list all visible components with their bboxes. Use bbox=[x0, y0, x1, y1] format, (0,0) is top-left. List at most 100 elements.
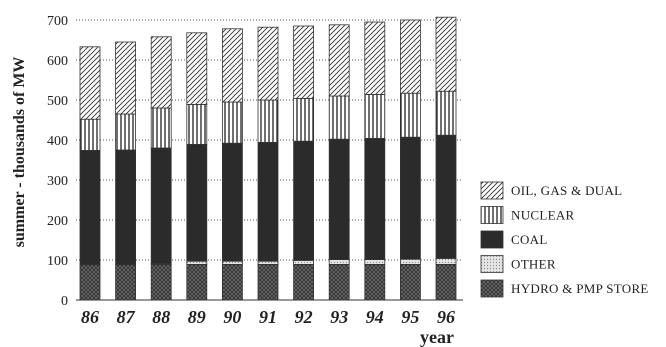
bar-stack bbox=[79, 46, 101, 301]
bar-segment-other bbox=[328, 259, 350, 265]
bar-segment-oil-gas-dual bbox=[293, 25, 315, 99]
x-tick-labels: 86 87 88 89 90 91 92 93 94 95 96 bbox=[81, 307, 455, 327]
y-tick-label: 0 bbox=[61, 294, 68, 309]
x-tick-label: 94 bbox=[366, 307, 384, 327]
legend-swatch bbox=[480, 181, 504, 200]
bar-segment-oil-gas-dual bbox=[435, 16, 457, 92]
y-tick-label: 200 bbox=[47, 214, 68, 229]
bar-segment-oil-gas-dual bbox=[221, 28, 243, 103]
bar-segment-nuclear bbox=[79, 118, 101, 151]
bar-segment-hydro-pmp-store bbox=[399, 263, 421, 301]
legend-swatch bbox=[480, 279, 504, 298]
bar-stack bbox=[399, 19, 421, 301]
legend-item-hydro-pmp-store: HYDRO & PMP STORE bbox=[480, 279, 649, 298]
bar-segment-oil-gas-dual bbox=[399, 19, 421, 94]
y-tick-label: 300 bbox=[47, 174, 68, 189]
bar-segment-nuclear bbox=[257, 99, 279, 143]
legend-label: NUCLEAR bbox=[511, 208, 575, 223]
x-tick-label: 87 bbox=[117, 307, 136, 327]
bar-segment-coal bbox=[399, 136, 421, 260]
legend-item-other: OTHER bbox=[480, 255, 556, 273]
bar-segment-oil-gas-dual bbox=[257, 26, 279, 101]
bar-segment-oil-gas-dual bbox=[364, 21, 386, 95]
bar-segment-other bbox=[399, 258, 421, 265]
x-tick-label: 90 bbox=[223, 307, 241, 327]
bar-segment-hydro-pmp-store bbox=[364, 263, 386, 301]
bar-segment-coal bbox=[257, 141, 279, 262]
bar-segment-coal bbox=[435, 134, 457, 259]
bar-segment-nuclear bbox=[115, 113, 136, 151]
bar-segment-other bbox=[257, 260, 279, 265]
bar-segment-oil-gas-dual bbox=[328, 24, 350, 97]
y-tick-label: 700 bbox=[47, 14, 68, 29]
bar-segment-oil-gas-dual bbox=[115, 41, 136, 115]
bar-stack bbox=[186, 32, 208, 301]
bar-segment-nuclear bbox=[221, 101, 243, 144]
bar-segment-nuclear bbox=[186, 104, 208, 145]
legend: OIL, GAS & DUAL NUCLEAR COAL OTHER HYDRO & P… bbox=[480, 181, 649, 298]
bar-segment-nuclear bbox=[150, 107, 172, 149]
bar-segment-oil-gas-dual bbox=[186, 32, 208, 105]
x-tick-label: 89 bbox=[188, 307, 206, 327]
x-tick-label: 95 bbox=[401, 307, 419, 327]
bars bbox=[79, 16, 457, 301]
bar-stack bbox=[115, 41, 136, 301]
bar-segment-coal bbox=[115, 149, 136, 266]
bar-segment-nuclear bbox=[328, 95, 350, 140]
bar-stack bbox=[221, 28, 243, 301]
bar-segment-nuclear bbox=[435, 90, 457, 136]
bar-segment-coal bbox=[186, 143, 208, 262]
bar-segment-other bbox=[186, 260, 208, 265]
y-tick-label: 100 bbox=[47, 254, 68, 269]
bar-stack bbox=[293, 25, 315, 301]
bar-segment-hydro-pmp-store bbox=[257, 263, 279, 301]
bar-segment-other bbox=[435, 257, 457, 265]
bar-stack bbox=[364, 21, 386, 301]
legend-label: HYDRO & PMP STORE bbox=[511, 281, 649, 296]
bar-segment-oil-gas-dual bbox=[79, 46, 101, 120]
legend-item-nuclear: NUCLEAR bbox=[480, 206, 575, 224]
bar-stack bbox=[257, 26, 279, 301]
x-tick-label: 91 bbox=[259, 307, 277, 327]
x-tick-label: 92 bbox=[295, 307, 313, 327]
legend-label: OIL, GAS & DUAL bbox=[511, 183, 622, 198]
y-tick-label: 600 bbox=[47, 54, 68, 69]
bar-segment-hydro-pmp-store bbox=[115, 264, 136, 301]
bar-stack bbox=[150, 36, 172, 301]
y-tick-label: 400 bbox=[47, 134, 68, 149]
bar-segment-coal bbox=[293, 140, 315, 261]
bar-segment-hydro-pmp-store bbox=[150, 263, 172, 301]
legend-swatch bbox=[480, 255, 504, 273]
bar-segment-coal bbox=[364, 137, 386, 260]
legend-label: OTHER bbox=[511, 257, 556, 272]
x-axis-label: year bbox=[420, 327, 454, 347]
legend-label: COAL bbox=[511, 232, 548, 247]
bar-stack bbox=[328, 24, 350, 301]
bar-segment-hydro-pmp-store bbox=[435, 263, 457, 301]
bar-segment-hydro-pmp-store bbox=[186, 263, 208, 301]
bar-segment-nuclear bbox=[364, 94, 386, 139]
x-tick-label: 93 bbox=[330, 307, 348, 327]
bar-segment-hydro-pmp-store bbox=[328, 263, 350, 301]
bar-segment-other bbox=[293, 259, 315, 265]
legend-swatch bbox=[480, 230, 504, 249]
bar-segment-hydro-pmp-store bbox=[293, 263, 315, 301]
legend-item-oil-gas-dual: OIL, GAS & DUAL bbox=[480, 181, 622, 200]
bar-stack bbox=[435, 16, 457, 301]
legend-item-coal: COAL bbox=[480, 230, 548, 249]
y-axis-label: summer - thousands of MW bbox=[11, 57, 28, 248]
bar-segment-other bbox=[364, 259, 386, 265]
x-tick-label: 86 bbox=[81, 307, 99, 327]
y-tick-labels: 0 100 200 300 400 500 600 700 bbox=[47, 14, 68, 309]
x-tick-label: 88 bbox=[152, 307, 170, 327]
bar-segment-other bbox=[221, 260, 243, 265]
bar-segment-hydro-pmp-store bbox=[221, 263, 243, 301]
y-tick-label: 500 bbox=[47, 94, 68, 109]
bar-segment-hydro-pmp-store bbox=[79, 264, 101, 301]
bar-segment-coal bbox=[79, 149, 101, 266]
bar-segment-coal bbox=[150, 147, 172, 264]
legend-swatch bbox=[480, 206, 504, 224]
x-tick-label: 96 bbox=[437, 307, 455, 327]
